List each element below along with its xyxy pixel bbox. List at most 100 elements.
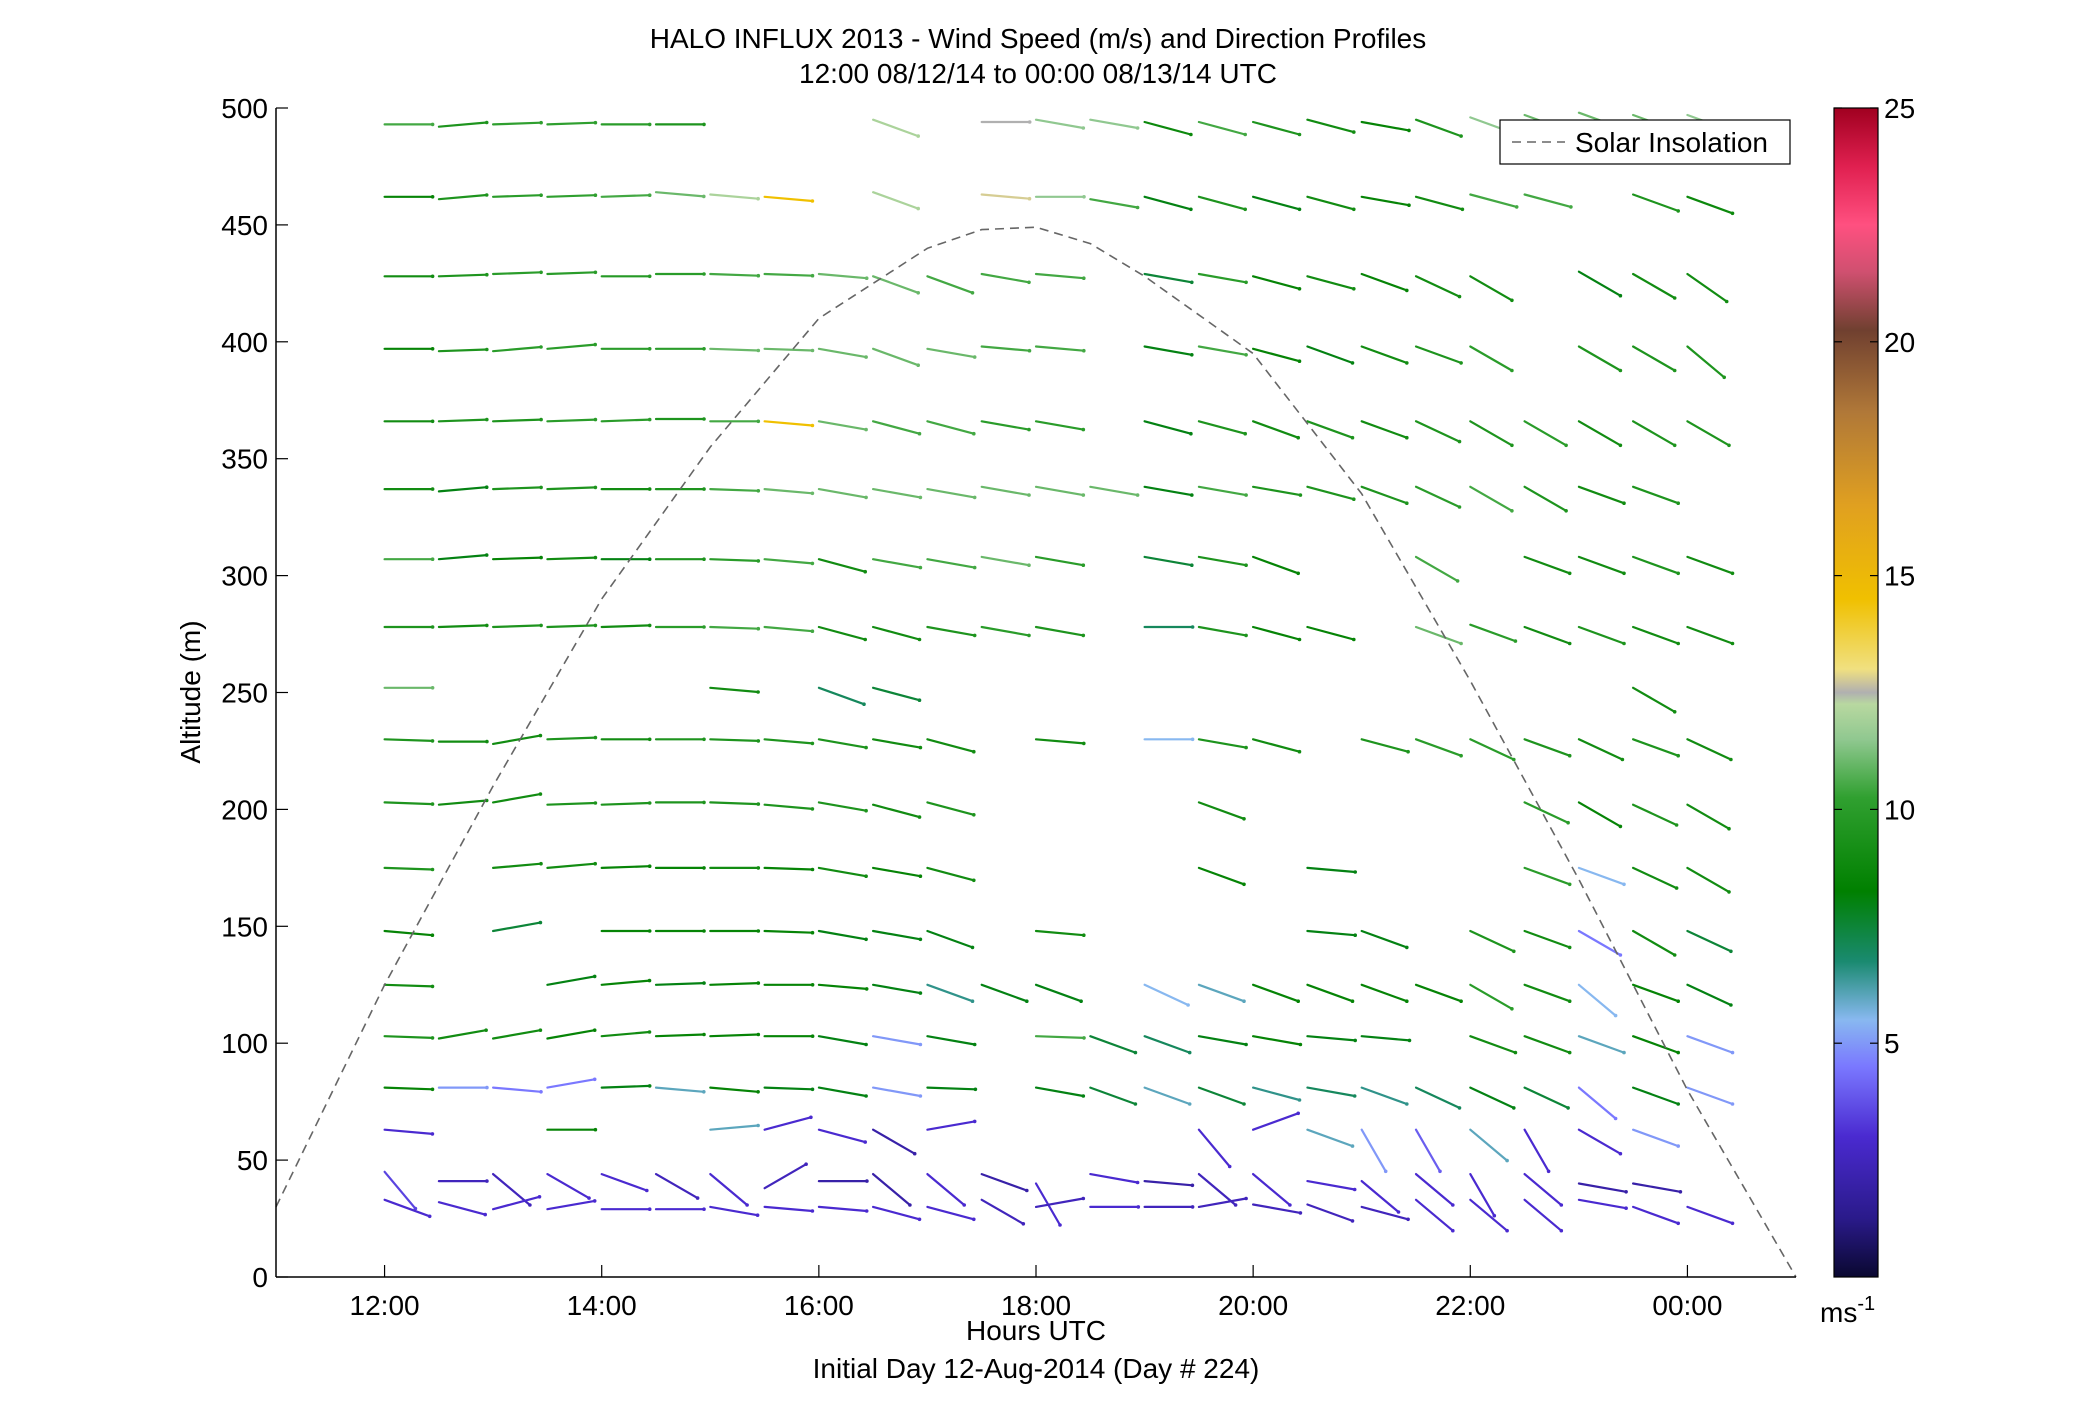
wind-vector-tip — [810, 1034, 815, 1038]
wind-vector — [492, 345, 543, 353]
wind-vector — [654, 981, 706, 986]
wind-vector — [1577, 801, 1622, 828]
wind-vector — [1686, 803, 1731, 830]
wind-vector-tip — [593, 555, 598, 560]
wind-vector-tip — [647, 417, 652, 422]
wind-vector — [926, 488, 976, 499]
wind-vector-tip — [1676, 999, 1680, 1003]
wind-vector — [1034, 1086, 1085, 1098]
wind-vector — [980, 345, 1031, 352]
wind-vector — [1197, 555, 1248, 567]
wind-vector-tip — [484, 485, 489, 490]
wind-vector-tip — [702, 1090, 706, 1094]
wind-vector-tip — [1674, 886, 1679, 890]
wind-vector-tip — [539, 861, 543, 866]
axis-labels: Hours UTC Initial Day 12-Aug-2014 (Day #… — [175, 620, 1259, 1384]
wind-vector-tip — [1136, 1205, 1141, 1209]
wind-vector — [546, 486, 597, 491]
wind-vector-tip — [863, 569, 867, 574]
wind-vector — [1631, 1205, 1680, 1225]
wind-vector-tip — [430, 122, 435, 127]
wind-vector — [817, 738, 868, 749]
wind-vector-tip — [864, 495, 868, 500]
wind-vector — [926, 558, 976, 569]
wind-vector-tip — [916, 206, 920, 211]
wind-vector-tip — [1513, 1050, 1518, 1055]
wind-vector — [1577, 345, 1622, 372]
wind-vector — [1143, 485, 1193, 497]
wind-vector-tip — [430, 1036, 435, 1040]
wind-vector — [817, 686, 866, 706]
wind-vector-tip — [702, 929, 706, 933]
wind-vector — [600, 418, 651, 423]
wind-vector — [1360, 1179, 1400, 1214]
wind-vector — [709, 558, 760, 563]
wind-vector-tip — [810, 199, 815, 203]
colorbar-tick-label: 25 — [1884, 93, 1915, 124]
colorbar-tick-label: 20 — [1884, 327, 1915, 358]
wind-vector-tip — [1135, 126, 1140, 130]
wind-vector — [709, 801, 760, 806]
colorbar-unit-label: ms-1 — [1820, 1293, 1875, 1328]
wind-vector-tip — [1297, 749, 1302, 754]
wind-vector-tip — [1567, 945, 1572, 950]
wind-vector — [763, 488, 814, 495]
wind-vector-tip — [1455, 579, 1460, 583]
wind-vector — [600, 801, 651, 806]
wind-vector-tip — [539, 485, 543, 490]
chart-subtitle: 12:00 08/12/14 to 00:00 08/13/14 UTC — [799, 58, 1277, 89]
wind-vector — [383, 1198, 431, 1218]
wind-vector — [1360, 345, 1408, 364]
wind-vector-tip — [970, 945, 975, 950]
wind-vector-tip — [810, 273, 815, 278]
wind-vector-tip — [1676, 1144, 1680, 1148]
wind-vector — [1414, 983, 1463, 1003]
wind-vector-tip — [483, 1212, 488, 1217]
legend-box: Solar Insolation — [1499, 119, 1791, 165]
wind-vector — [1306, 929, 1357, 937]
wind-vector — [1469, 193, 1518, 208]
wind-vector — [492, 486, 543, 491]
y-tick-label: 150 — [221, 911, 268, 942]
wind-vector-tip — [864, 276, 869, 281]
wind-vector — [1197, 272, 1248, 284]
solar-insolation-curve — [275, 226, 1797, 1278]
wind-vector — [817, 1086, 868, 1098]
wind-vector — [546, 624, 597, 629]
wind-vector-tip — [1405, 288, 1409, 293]
x-tick-label: 14:00 — [567, 1290, 637, 1321]
wind-vector — [546, 121, 597, 126]
wind-vector-tip — [745, 1203, 749, 1207]
wind-vector — [437, 193, 488, 201]
wind-vector-tip — [430, 984, 435, 989]
wind-vector-tip — [1451, 1228, 1455, 1233]
wind-vector-tip — [1383, 1169, 1388, 1174]
wind-vector — [817, 1205, 868, 1213]
wind-vector-tip — [647, 1084, 652, 1088]
chart-title: HALO INFLUX 2013 - Wind Speed (m/s) and … — [650, 23, 1427, 54]
wind-vector-tip — [1407, 128, 1411, 133]
wind-vector-tip — [972, 1119, 977, 1124]
wind-vector-tip — [1081, 1196, 1086, 1201]
wind-vector-tip — [702, 557, 706, 561]
wind-vector — [546, 1078, 596, 1089]
wind-vector-tip — [539, 193, 543, 197]
wind-vector — [492, 624, 543, 629]
wind-vector — [383, 1170, 417, 1210]
wind-vector — [654, 1172, 699, 1200]
wind-vector-tip — [864, 1209, 869, 1213]
wind-vector — [1143, 195, 1193, 211]
wind-vector — [1469, 1128, 1509, 1162]
wind-vector — [546, 736, 597, 741]
wind-vector — [437, 799, 488, 806]
wind-vector-tip — [539, 417, 543, 422]
wind-vector-tip — [1567, 641, 1572, 646]
wind-vector — [817, 420, 868, 431]
wind-vector-tip — [647, 274, 652, 279]
wind-vector — [1469, 485, 1514, 512]
wind-vector-tip — [1676, 1102, 1680, 1106]
wind-vector — [492, 556, 543, 561]
wind-vector — [1577, 1198, 1628, 1210]
wind-vector — [1089, 485, 1139, 497]
y-tick-label: 0 — [252, 1262, 268, 1293]
